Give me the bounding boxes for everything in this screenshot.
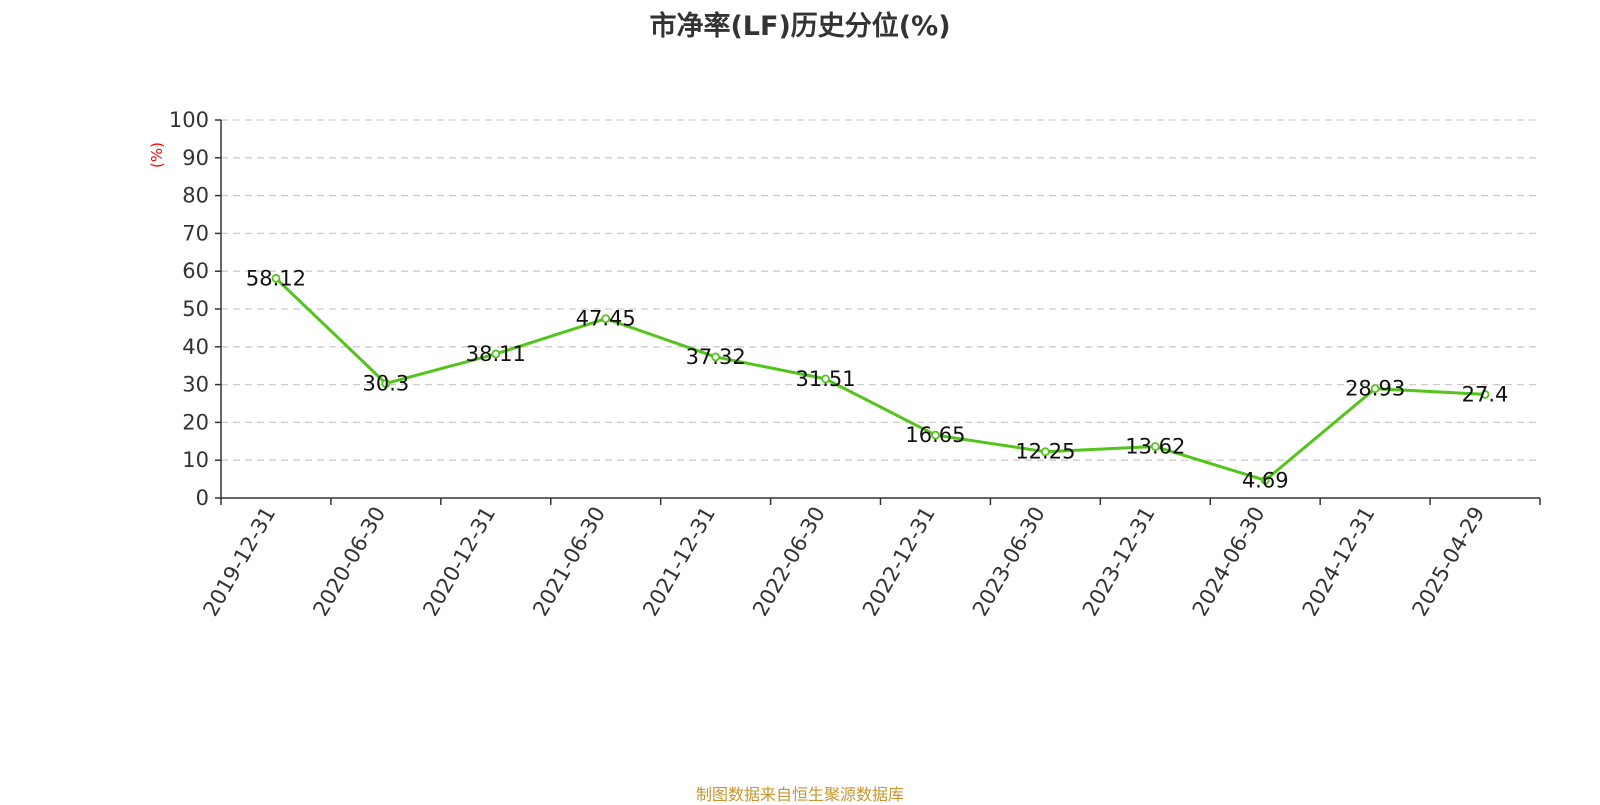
source-note: 制图数据来自恒生聚源数据库 bbox=[695, 785, 904, 804]
data-label: 58.12 bbox=[246, 266, 306, 290]
data-point bbox=[601, 314, 611, 324]
x-tick-label: 2021-06-30 bbox=[528, 503, 610, 621]
data-point bbox=[491, 349, 501, 359]
data-label: 13.62 bbox=[1125, 435, 1185, 459]
y-tick-label: 40 bbox=[182, 335, 209, 359]
data-point bbox=[711, 352, 721, 362]
data-point bbox=[1480, 390, 1490, 399]
data-points bbox=[271, 273, 1490, 485]
data-labels: 58.12 30.3 38.11 47.45 37.32 31.51 16.65 12.25 1… bbox=[246, 266, 1509, 492]
data-point bbox=[1040, 447, 1050, 457]
data-point bbox=[1260, 475, 1270, 485]
y-tick-label: 90 bbox=[182, 146, 209, 170]
data-point bbox=[931, 430, 940, 440]
data-point bbox=[1370, 384, 1380, 394]
y-axis-unit-label: (%) bbox=[148, 142, 166, 168]
data-label: 4.69 bbox=[1242, 468, 1289, 492]
data-point bbox=[1150, 442, 1160, 451]
x-tick-label: 2019-12-31 bbox=[198, 503, 280, 621]
data-label: 31.51 bbox=[795, 367, 855, 391]
x-tick-label: 2020-06-30 bbox=[308, 503, 390, 621]
y-tick-label: 50 bbox=[182, 297, 209, 321]
data-label: 28.93 bbox=[1345, 377, 1405, 401]
y-tick-label: 80 bbox=[182, 184, 209, 208]
data-label: 16.65 bbox=[905, 423, 965, 447]
grid-lines bbox=[221, 119, 1540, 461]
x-tick-label: 2020-12-31 bbox=[418, 502, 500, 620]
y-tick-label: 60 bbox=[182, 259, 209, 283]
data-label: 30.3 bbox=[362, 371, 409, 395]
data-point bbox=[271, 273, 281, 283]
y-tick-label: 30 bbox=[182, 373, 209, 397]
x-tick-label: 2024-06-30 bbox=[1188, 503, 1270, 621]
data-label: 12.25 bbox=[1015, 440, 1075, 464]
x-tick-label: 2024-12-31 bbox=[1298, 503, 1380, 621]
y-tick-label: 70 bbox=[182, 221, 209, 245]
data-point bbox=[821, 374, 830, 384]
series-line bbox=[274, 277, 1486, 482]
data-label: 47.45 bbox=[576, 307, 636, 331]
y-tick-label: 20 bbox=[182, 410, 209, 434]
x-tick-label: 2022-12-31 bbox=[858, 502, 940, 620]
x-tick-label: 2023-12-31 bbox=[1078, 503, 1160, 621]
x-tick-label: 2022-06-30 bbox=[748, 503, 830, 621]
series-line-path bbox=[274, 277, 1486, 482]
x-tick-label: 2021-12-31 bbox=[638, 503, 720, 621]
y-tick-label: 0 bbox=[196, 486, 209, 510]
x-tick-label: 2025-04-29 bbox=[1408, 503, 1490, 621]
x-tick-label: 2023-06-30 bbox=[968, 503, 1050, 621]
data-label: 38.11 bbox=[466, 342, 526, 366]
data-label: 27.4 bbox=[1462, 382, 1509, 406]
data-label: 37.32 bbox=[686, 345, 746, 369]
data-point bbox=[381, 379, 391, 388]
axes: 0 10 20 30 40 50 60 70 80 90 100 2019-12-31 2020-06-… bbox=[169, 108, 1541, 621]
chart-title: 市净率(LF)历史分位(%) bbox=[649, 11, 951, 42]
y-tick-label: 100 bbox=[169, 108, 209, 132]
y-tick-label: 10 bbox=[182, 448, 209, 472]
